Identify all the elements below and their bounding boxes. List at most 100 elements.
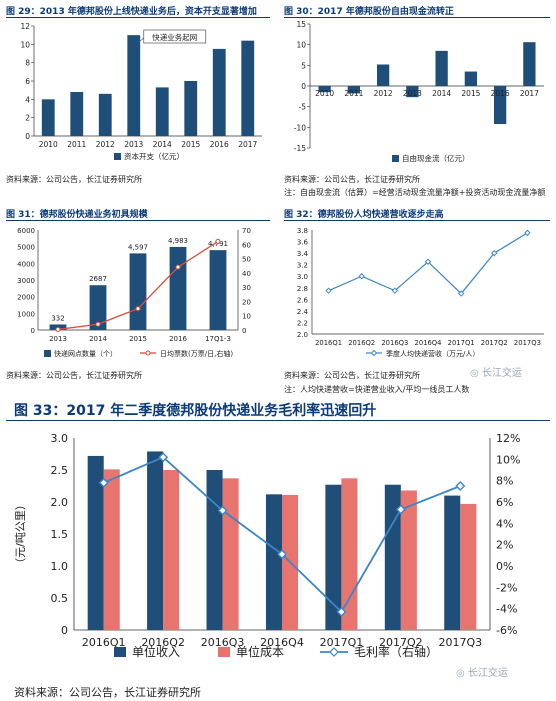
y-tick-label: 2.2 — [297, 319, 308, 327]
divider — [284, 17, 550, 18]
y-tick-label: -10 — [294, 123, 306, 132]
legend-marker — [370, 349, 378, 357]
legend-label: 快递网点数量（个） — [54, 349, 117, 358]
x-tick-label: 2015 — [129, 335, 147, 343]
line-point — [424, 258, 432, 265]
line-point — [158, 452, 169, 463]
bar — [435, 50, 448, 86]
line-point — [277, 549, 287, 560]
watermark: ◎ 长江交运 — [456, 668, 508, 679]
y-tick-label: 8 — [25, 59, 30, 68]
line-point — [135, 306, 141, 312]
y-tick-label: 0.5 — [51, 592, 69, 605]
y-tick-label: 15 — [296, 20, 306, 29]
chart29-source: 资料来源：公司公告，长江证券研究所 — [6, 175, 142, 184]
x-tick-label: 2017 — [238, 140, 257, 149]
bar — [98, 93, 112, 136]
y2-tick-label: 10% — [496, 453, 520, 466]
x-tick-label: 2016 — [491, 89, 510, 98]
bar-cost — [460, 503, 477, 630]
line-point — [98, 477, 109, 488]
x-tick-label: 2014 — [89, 335, 107, 343]
bar — [464, 71, 478, 86]
x-tick-label: 2015 — [181, 140, 200, 149]
line-point — [95, 321, 101, 327]
data-label: 4,597 — [128, 243, 148, 251]
line-point — [391, 287, 399, 294]
legend-swatch — [114, 647, 126, 657]
y-tick-label: 4000 — [17, 260, 35, 268]
y2-tick-label: 40 — [242, 270, 251, 278]
y2-tick-label: 30 — [242, 284, 251, 292]
chart30-source: 资料来源：公司公告，长江证券研究所 — [284, 175, 420, 184]
bar-income — [444, 495, 461, 630]
legend-label: 资本开支（亿元） — [124, 151, 184, 161]
y-tick-label: 0 — [61, 624, 68, 637]
y2-tick-label: 0 — [242, 327, 246, 335]
x-tick-label: 2014 — [432, 89, 451, 98]
bar — [347, 86, 361, 94]
bar-cost — [103, 469, 120, 630]
chart30-footnote: 注：自由现金流（估算）=经营活动现金流量净额+投资活动现金流量净额 — [284, 188, 546, 197]
x-tick-label: 2014 — [153, 140, 172, 149]
legend-marker — [329, 647, 339, 657]
chart29-title: 图 29：2013 年德邦股份上线快递业务后，资本开支显著增加 — [6, 7, 257, 17]
x-tick-label: 2016Q3 — [201, 636, 245, 649]
x-tick-label: 2016Q3 — [381, 339, 408, 347]
y-tick-label: 1000 — [17, 310, 35, 318]
y2-tick-label: 8% — [496, 475, 513, 488]
chart31: 0 1000 2000 3000 4000 5000 6000 0 10 20 30 40 50 60 70… — [17, 227, 251, 358]
y-tick-label: 2.8 — [297, 285, 308, 293]
wechat-icon: ◎ — [456, 668, 468, 679]
chart31-source: 资料来源：公司公告，长江证券研究所 — [6, 371, 142, 380]
bar-income — [265, 494, 282, 630]
y-tick-label: 2.4 — [297, 308, 309, 316]
line-point — [524, 229, 531, 237]
x-tick-label: 2013 — [124, 140, 143, 149]
bar-cost — [222, 478, 239, 630]
x-tick-label: 2016Q4 — [415, 339, 442, 347]
y2-tick-label: 2% — [496, 539, 513, 552]
bar — [376, 64, 390, 86]
chart30: -15 -10 -5 0 5 10 15 2010 2011 2012 2013 2014 2015 20… — [294, 20, 544, 163]
x-tick-label: 2016Q2 — [141, 636, 185, 649]
y-tick-label: 3.6 — [297, 239, 309, 247]
line-point — [455, 481, 466, 491]
y-tick-label: 2.6 — [297, 296, 309, 304]
x-tick-label: 2015 — [461, 89, 480, 98]
legend-label: 自由现金流（亿元） — [402, 153, 470, 163]
y-tick-label: 10 — [296, 41, 306, 50]
annotation-label: 快递业务起网 — [152, 32, 197, 42]
line-point — [358, 273, 365, 280]
legend-label: 季度人均快递营收（万元/人） — [386, 349, 479, 358]
chart32-footnote: 注：人均快递营收=快递营业收入/平均一线员工人数 — [284, 385, 470, 394]
y-tick-label: -5 — [299, 103, 307, 112]
chart33-title: 图 33：2017 年二季度德邦股份快递业务毛利率迅速回升 — [14, 403, 377, 419]
bar — [212, 48, 226, 136]
y2-tick-label: 12% — [496, 432, 520, 445]
bar-income — [147, 451, 164, 630]
y-tick-label: 2 — [25, 114, 30, 123]
y2-tick-label: 60 — [242, 241, 251, 249]
x-tick-label: 2016Q4 — [260, 636, 304, 649]
line-point — [215, 238, 221, 244]
chart29: 0 2 4 6 8 10 12 2010 2011 2012 2013 2014 2015 2016 201… — [20, 22, 262, 161]
data-label: 332 — [51, 314, 64, 322]
bar — [155, 87, 169, 136]
y-tick-label: 3.2 — [297, 262, 308, 270]
x-tick-label: 2010 — [39, 140, 58, 149]
x-tick-label: 2010 — [315, 89, 334, 98]
data-label: 4,983 — [168, 237, 188, 245]
y-tick-label: 1.0 — [51, 560, 69, 573]
chart33: 0 0.5 1.0 1.5 2.0 2.5 3.0 -6% -4% -2% 0% 2% 4% 6% 8% 10… — [14, 432, 520, 659]
y-tick-label: 10 — [20, 40, 30, 49]
divider — [6, 17, 270, 18]
bar — [129, 253, 147, 330]
bar — [523, 42, 536, 86]
legend-swatch — [44, 350, 51, 357]
bar — [184, 81, 198, 136]
x-tick-label: 2017Q3 — [514, 339, 541, 347]
y2-tick-label: 50 — [242, 256, 251, 264]
line-point — [217, 505, 228, 516]
x-tick-label: 17Q1-3 — [205, 335, 231, 343]
